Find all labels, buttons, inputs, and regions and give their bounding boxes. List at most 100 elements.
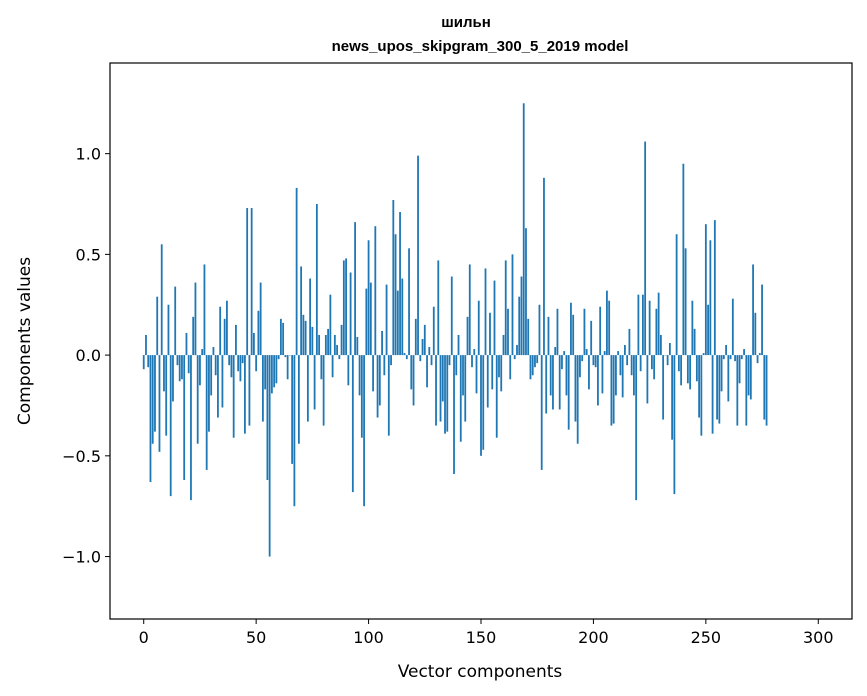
bar-193 (576, 355, 579, 444)
bar-269 (747, 355, 750, 396)
bar-87 (338, 355, 341, 360)
y-tick-label: −1.0 (62, 548, 101, 567)
y-tick-label: −0.5 (62, 447, 101, 466)
bar-37 (226, 300, 228, 356)
bar-14 (174, 286, 177, 356)
bar-2 (147, 355, 150, 368)
bar-187 (563, 351, 566, 356)
bar-1 (145, 334, 147, 356)
bar-118 (408, 248, 410, 356)
bar-6 (156, 296, 159, 356)
bar-19 (185, 332, 188, 356)
bar-12 (169, 355, 172, 497)
bar-140 (457, 334, 460, 356)
bar-177 (540, 355, 543, 470)
bar-188 (565, 355, 568, 396)
bar-99 (365, 288, 368, 356)
bar-169 (522, 103, 525, 356)
bar-3 (149, 355, 152, 483)
bar-75 (311, 326, 314, 356)
bar-144 (466, 316, 469, 356)
bar-10 (165, 355, 168, 436)
bar-170 (525, 228, 527, 356)
bar-54 (264, 355, 267, 390)
bar-84 (331, 355, 334, 378)
bar-43 (239, 355, 242, 382)
bar-220 (637, 294, 640, 356)
y-axis-ticks: −1.0 −0.5 0.0 0.5 1.0 (62, 145, 110, 567)
bar-53 (262, 355, 264, 422)
bar-194 (579, 355, 581, 378)
bar-192 (574, 355, 577, 422)
bar-157 (495, 355, 498, 438)
bar-72 (304, 320, 307, 356)
bar-195 (581, 355, 584, 362)
bar-132 (439, 355, 442, 422)
bar-25 (199, 355, 201, 386)
bar-71 (302, 314, 305, 356)
bar-217 (630, 355, 633, 376)
bar-171 (527, 318, 530, 356)
bar-100 (367, 240, 370, 356)
x-axis-ticks: 0 50 100 150 200 250 300 (139, 619, 834, 647)
bar-108 (385, 284, 388, 356)
bar-165 (513, 355, 516, 360)
y-tick-label: 1.0 (76, 145, 101, 164)
bar-17 (181, 355, 183, 380)
bar-242 (686, 355, 689, 384)
y-axis-label: Components values (15, 257, 35, 425)
bar-116 (403, 353, 406, 356)
bar-241 (684, 248, 687, 356)
bar-44 (241, 355, 244, 364)
bar-135 (446, 355, 449, 432)
bar-216 (628, 328, 631, 356)
bar-29 (208, 355, 210, 432)
bar-52 (259, 282, 262, 356)
bar-137 (450, 276, 453, 356)
bar-167 (518, 296, 521, 356)
bar-128 (430, 355, 433, 366)
chart-title-line-2: news_upos_skipgram_300_5_2019 model (332, 38, 629, 55)
bar-202 (597, 355, 599, 406)
bar-209 (612, 355, 615, 424)
bar-213 (621, 355, 624, 398)
x-tick-label: 0 (139, 628, 149, 647)
bar-38 (228, 355, 231, 366)
bar-70 (300, 266, 303, 356)
bar-245 (693, 328, 696, 356)
bar-265 (738, 355, 741, 384)
bar-149 (477, 300, 480, 356)
bar-185 (558, 355, 561, 410)
bar-49 (253, 332, 255, 356)
bar-228 (655, 308, 658, 356)
bar-189 (567, 355, 570, 430)
bar-227 (653, 355, 656, 380)
bar-107 (383, 355, 386, 376)
bar-200 (592, 355, 595, 366)
bar-18 (183, 355, 186, 480)
bar-257 (720, 355, 723, 392)
bar-86 (336, 345, 338, 356)
bar-212 (619, 355, 622, 376)
bar-42 (237, 355, 240, 372)
x-tick-label: 50 (246, 628, 266, 647)
bar-191 (572, 314, 575, 356)
bar-268 (745, 355, 748, 426)
bar-248 (700, 355, 703, 436)
bar-207 (608, 300, 611, 356)
bar-26 (201, 349, 204, 356)
bar-15 (176, 355, 179, 366)
bar-259 (725, 345, 727, 356)
bar-230 (659, 334, 662, 356)
bar-134 (444, 355, 446, 434)
bar-199 (590, 320, 593, 356)
bar-215 (626, 355, 629, 366)
x-tick-label: 250 (691, 628, 722, 647)
bar-172 (529, 355, 532, 380)
bar-256 (718, 355, 721, 424)
bar-155 (491, 355, 494, 390)
bar-89 (342, 260, 345, 356)
bar-23 (194, 282, 197, 356)
bar-60 (277, 355, 280, 360)
bar-270 (749, 355, 752, 400)
